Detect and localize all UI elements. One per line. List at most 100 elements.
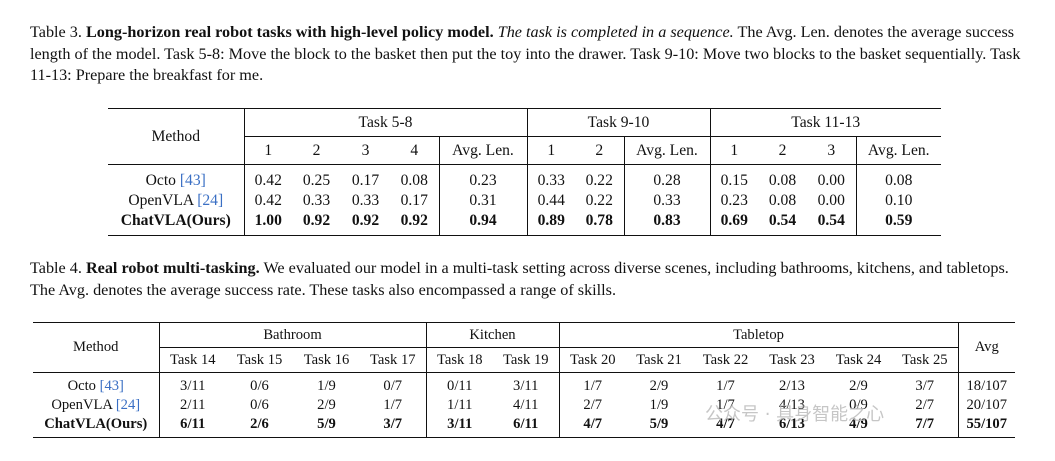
table4-subheader: Task 21 (626, 347, 692, 373)
value-cell: 4/7 (558, 415, 626, 438)
value-cell: 0.08 (768, 192, 797, 209)
table3-group-header: Task 11-13 (709, 108, 941, 137)
value-cell: 0.23 (438, 164, 527, 191)
table4-subheader: Task 18 (425, 347, 493, 373)
table4-subheader: Task 16 (293, 347, 360, 373)
value-cell: 3/11 (158, 372, 226, 396)
value-cell: 0.08 (400, 172, 428, 189)
value-cell: 0.28 (623, 164, 710, 191)
avg-cell: 20/107 (957, 396, 1015, 415)
method-cell: Octo [43] (67, 378, 124, 394)
value-cell: 0/6 (250, 397, 269, 413)
value-cell: 4/9 (849, 416, 868, 432)
value-cell: 0.17 (400, 192, 428, 209)
citation[interactable]: [43] (99, 378, 124, 394)
value-cell: 1.00 (243, 211, 292, 236)
table4-caption-text: We evaluated our model in a multi-task s… (30, 259, 1009, 299)
table3-subheader: 2 (758, 136, 807, 165)
table4-subheader: Task 17 (360, 347, 426, 373)
method-cell: ChatVLA(Ours) (120, 212, 231, 229)
value-cell: 0.42 (243, 164, 292, 191)
value-cell: 1/7 (383, 397, 403, 413)
table3-subheader: 2 (292, 136, 341, 165)
value-cell: 0.92 (351, 212, 380, 229)
table3-method-header: Method (108, 108, 244, 165)
value-cell: 0.94 (438, 211, 527, 236)
value-cell: 4/7 (716, 416, 735, 432)
value-cell: 0.17 (351, 172, 380, 189)
table3-subheader: 2 (575, 136, 624, 165)
value-cell: 0.69 (709, 211, 758, 236)
value-cell: 0.22 (585, 172, 613, 189)
citation[interactable]: [24] (197, 192, 224, 209)
table4-subheader: Task 22 (692, 347, 759, 373)
citation[interactable]: [24] (115, 397, 141, 413)
value-cell: 0.31 (438, 191, 527, 211)
value-cell: 3/7 (383, 416, 403, 432)
value-cell: 0.78 (585, 212, 613, 229)
citation[interactable]: [43] (179, 172, 206, 189)
table4-caption-title: Real robot multi-tasking. (85, 259, 260, 277)
value-cell: 0.54 (817, 212, 845, 229)
table3-caption-text: The Avg. Len. denotes the average succes… (30, 23, 1021, 84)
method-cell: ChatVLA(Ours) (44, 416, 148, 432)
value-cell: 1/9 (317, 378, 336, 394)
table3-caption-title: Long-horizon real robot tasks with high-… (85, 23, 494, 41)
watermark: 公众号 · 具身智能之心 (705, 404, 885, 425)
value-cell: 6/13 (779, 416, 805, 432)
value-cell: 7/7 (915, 416, 935, 432)
value-cell: 4/11 (513, 397, 539, 413)
value-cell: 0.44 (526, 191, 575, 211)
table3-subheader: Avg. Len. (623, 136, 710, 165)
table4-subheader: Task 23 (759, 347, 825, 373)
value-cell: 0.33 (351, 192, 380, 209)
table4: Method Bathroom Kitchen Tabletop Avg Tas… (33, 322, 1015, 438)
table4-subheader: Task 20 (558, 347, 626, 373)
value-cell: 0.33 (302, 192, 331, 209)
value-cell: 0.25 (302, 172, 331, 189)
value-cell: 5/9 (317, 416, 336, 432)
avg-cell: 55/107 (957, 415, 1015, 438)
value-cell: 4/13 (779, 397, 805, 413)
value-cell: 0.92 (400, 212, 428, 229)
value-cell: 0.83 (623, 211, 710, 236)
value-cell: 2/7 (558, 396, 626, 415)
table3-subheader: 1 (526, 136, 575, 165)
value-cell: 0/7 (383, 378, 403, 394)
table4-subheader: Task 19 (493, 347, 559, 373)
value-cell: 0.15 (709, 164, 758, 191)
table3-caption: Table 3. Long-horizon real robot tasks w… (30, 22, 1030, 87)
table4-subheader: Task 14 (158, 347, 226, 373)
value-cell: 6/11 (158, 415, 226, 438)
table4-caption-label: Table 4. (30, 259, 82, 277)
value-cell: 2/7 (915, 397, 935, 413)
value-cell: 2/13 (779, 378, 805, 394)
table3-subheader: 1 (243, 136, 292, 165)
table-row: ChatVLA(Ours) 1.00 0.92 0.92 0.92 0.94 0.89 0.7… (108, 211, 941, 236)
table3-subheader: Avg. Len. (855, 136, 941, 165)
value-cell: 0.08 (768, 172, 797, 189)
table4-group-header: Tabletop (558, 322, 958, 348)
value-cell: 0.00 (817, 192, 845, 209)
value-cell: 1/9 (649, 397, 669, 413)
table4-group-header: Bathroom (158, 322, 426, 348)
table4-method-header: Method (33, 322, 159, 373)
table3-subheader: 1 (709, 136, 758, 165)
value-cell: 2/6 (250, 416, 269, 432)
value-cell: 3/11 (513, 378, 539, 394)
avg-cell: 18/107 (957, 372, 1015, 396)
value-cell: 0.89 (526, 211, 575, 236)
table-row: ChatVLA(Ours) 6/11 2/6 5/9 3/7 3/11 6/11 4/7 5/9… (33, 415, 1015, 438)
table3-group-header: Task 5-8 (243, 108, 527, 137)
method-cell: Octo [43] (145, 172, 206, 189)
table4-group-header: Kitchen (425, 322, 559, 348)
table3-subheader: 3 (341, 136, 390, 165)
value-cell: 0.59 (855, 211, 941, 236)
table3-caption-italic: The task is completed in a sequence. (497, 23, 734, 41)
value-cell: 0.42 (243, 191, 292, 211)
table-row: Octo [43] 3/11 0/6 1/9 0/7 0/11 3/11 1/7 2/9 1/7 2… (33, 372, 1015, 396)
value-cell: 1/7 (558, 372, 626, 396)
value-cell: 5/9 (649, 416, 669, 432)
table3-caption-label: Table 3. (30, 23, 82, 41)
value-cell: 0/11 (425, 372, 493, 396)
